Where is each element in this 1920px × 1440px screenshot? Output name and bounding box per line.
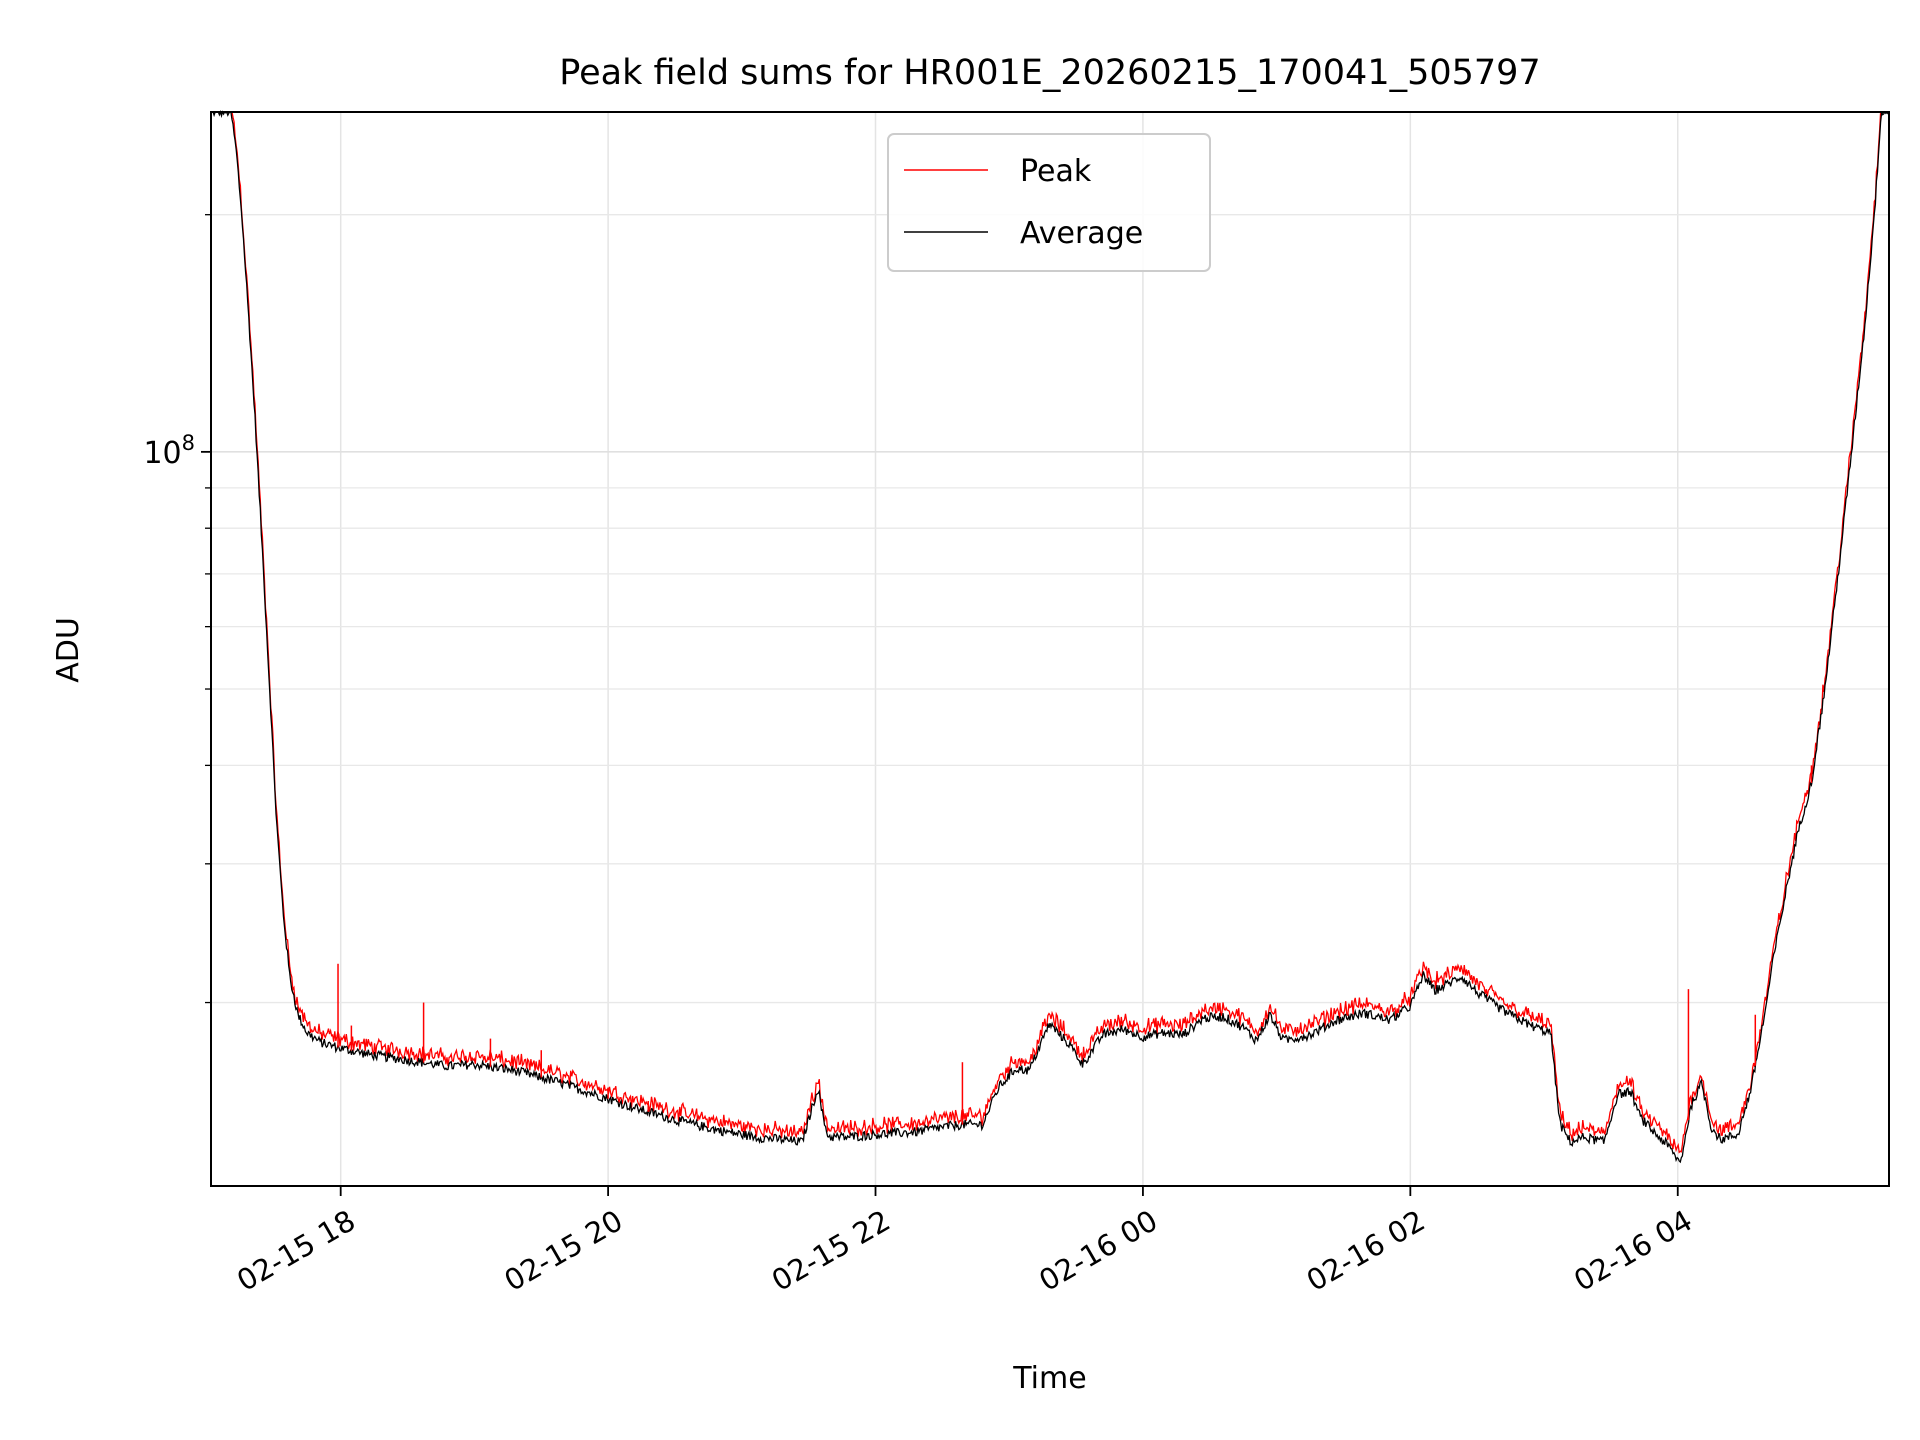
x-tick-label: 02-15 20 bbox=[498, 1203, 628, 1298]
x-tick-label: 02-15 22 bbox=[766, 1203, 896, 1298]
legend-peak-label: Peak bbox=[1020, 154, 1092, 189]
series-lines bbox=[211, 109, 1890, 1164]
grid-lines bbox=[211, 112, 1889, 1186]
y-axis-label: ADU bbox=[51, 617, 86, 683]
legend-average-label: Average bbox=[1020, 216, 1143, 251]
peak-spikes bbox=[337, 765, 1813, 1125]
x-tick-label: 02-16 02 bbox=[1301, 1203, 1431, 1298]
x-tick-label: 02-16 00 bbox=[1033, 1203, 1163, 1298]
x-axis-label: Time bbox=[1012, 1361, 1086, 1396]
x-tick-label: 02-15 18 bbox=[231, 1203, 361, 1298]
chart-title: Peak field sums for HR001E_20260215_1700… bbox=[559, 53, 1540, 93]
x-tick-label: 02-16 04 bbox=[1568, 1203, 1698, 1298]
plot-area-frame bbox=[210, 111, 1890, 1187]
axes: 02-15 18 02-15 20 02-15 22 02-16 00 02-16 02… bbox=[143, 214, 1698, 1298]
legend: Peak Average bbox=[887, 133, 1211, 272]
legend-box bbox=[887, 133, 1211, 272]
y-tick-label: 108 bbox=[143, 431, 195, 471]
